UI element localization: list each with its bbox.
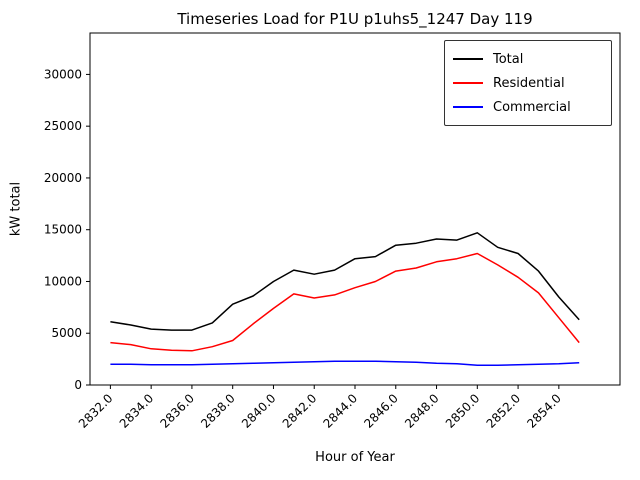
x-tick-label: 2834.0 <box>117 391 157 431</box>
legend-entry-total: Total <box>453 47 603 71</box>
x-axis-label: Hour of Year <box>315 450 395 465</box>
x-tick-label: 2840.0 <box>239 391 279 431</box>
x-tick-label: 2854.0 <box>524 391 564 431</box>
x-tick-label: 2844.0 <box>321 391 361 431</box>
x-tick-label: 2848.0 <box>402 391 442 431</box>
legend-label-residential: Residential <box>493 75 565 91</box>
legend-line-total <box>453 58 483 60</box>
y-tick-label: 15000 <box>44 223 82 237</box>
legend-label-total: Total <box>493 51 524 67</box>
residential-series-line <box>110 252 580 352</box>
x-tick-label: 2846.0 <box>361 391 401 431</box>
y-tick-label: 30000 <box>44 67 82 81</box>
x-tick-label: 2836.0 <box>157 391 197 431</box>
y-tick-label: 25000 <box>44 119 82 133</box>
total-series-line <box>110 232 580 331</box>
commercial-series-line <box>110 360 580 367</box>
x-tick-label: 2852.0 <box>484 391 524 431</box>
x-tick-label: 2832.0 <box>76 391 116 431</box>
legend-line-commercial <box>453 106 483 108</box>
legend-line-residential <box>453 82 483 84</box>
y-tick-label: 20000 <box>44 171 82 185</box>
legend: Total Residential Commercial <box>444 40 612 126</box>
legend-entry-residential: Residential <box>453 71 603 95</box>
x-tick-label: 2838.0 <box>198 391 238 431</box>
chart-title: Timeseries Load for P1U p1uhs5_1247 Day … <box>177 10 533 28</box>
y-tick-label: 5000 <box>51 326 82 340</box>
x-tick-label: 2842.0 <box>280 391 320 431</box>
x-tick-label: 2850.0 <box>443 391 483 431</box>
legend-entry-commercial: Commercial <box>453 95 603 119</box>
y-tick-label: 10000 <box>44 274 82 288</box>
legend-label-commercial: Commercial <box>493 99 571 115</box>
y-tick-label: 0 <box>74 378 82 392</box>
